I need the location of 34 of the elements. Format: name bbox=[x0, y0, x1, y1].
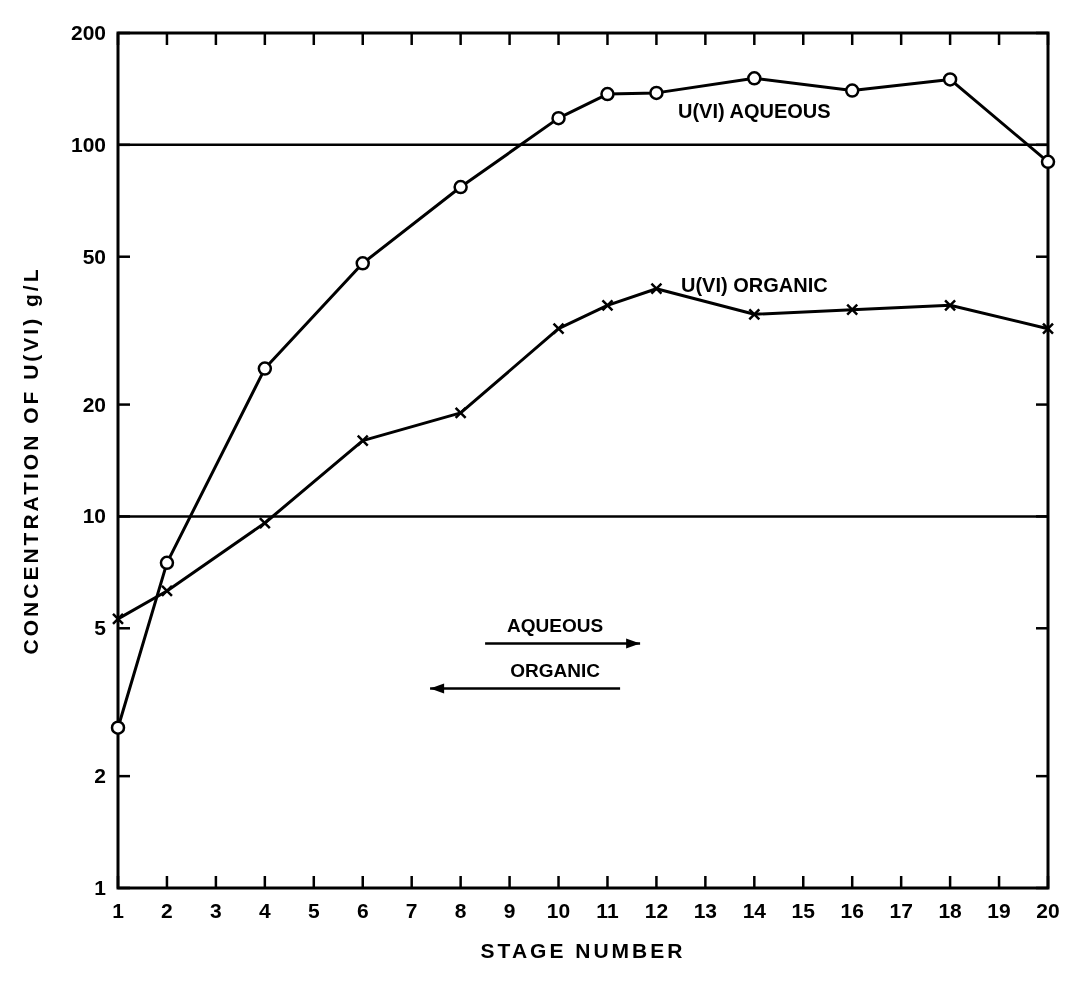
x-tick-label: 17 bbox=[889, 899, 913, 922]
x-tick-label: 20 bbox=[1036, 899, 1060, 922]
y-axis-title: CONCENTRATION OF U(VI) g/L bbox=[19, 266, 42, 655]
y-tick-label: 100 bbox=[70, 132, 106, 156]
x-tick-label: 3 bbox=[210, 899, 222, 922]
series-label: U(VI) ORGANIC bbox=[680, 274, 828, 297]
y-tick-label: 5 bbox=[94, 616, 107, 640]
x-tick-label: 11 bbox=[596, 899, 619, 922]
x-tick-label: 7 bbox=[405, 899, 418, 922]
x-tick-label: 2 bbox=[161, 899, 173, 922]
y-tick-label: 1 bbox=[94, 876, 107, 899]
y-tick-label: 200 bbox=[70, 21, 106, 44]
x-tick-label: 18 bbox=[938, 899, 963, 922]
x-tick-label: 13 bbox=[693, 899, 718, 922]
series-label: U(VI) AQUEOUS bbox=[678, 100, 831, 123]
x-tick-label: 19 bbox=[987, 899, 1011, 922]
x-tick-label: 5 bbox=[307, 899, 320, 922]
x-tick-label: 15 bbox=[791, 899, 816, 922]
x-tick-label: 8 bbox=[454, 899, 467, 922]
x-tick-label: 4 bbox=[259, 899, 271, 922]
x-tick-label: 14 bbox=[742, 899, 767, 922]
annotation: AQUEOUS bbox=[507, 614, 604, 636]
y-tick-label: 50 bbox=[82, 244, 106, 268]
y-tick-label: 10 bbox=[82, 504, 106, 528]
x-axis-title: STAGE NUMBER bbox=[480, 939, 686, 962]
y-tick-label: 20 bbox=[82, 392, 106, 416]
x-tick-label: 12 bbox=[644, 899, 669, 922]
x-tick-label: 16 bbox=[840, 899, 864, 922]
x-tick-label: 9 bbox=[503, 899, 516, 922]
x-tick-label: 10 bbox=[546, 899, 571, 922]
x-tick-label: 6 bbox=[356, 899, 369, 922]
y-tick-label: 2 bbox=[94, 764, 106, 788]
annotation: ORGANIC bbox=[510, 659, 601, 681]
x-tick-label: 1 bbox=[112, 899, 125, 922]
